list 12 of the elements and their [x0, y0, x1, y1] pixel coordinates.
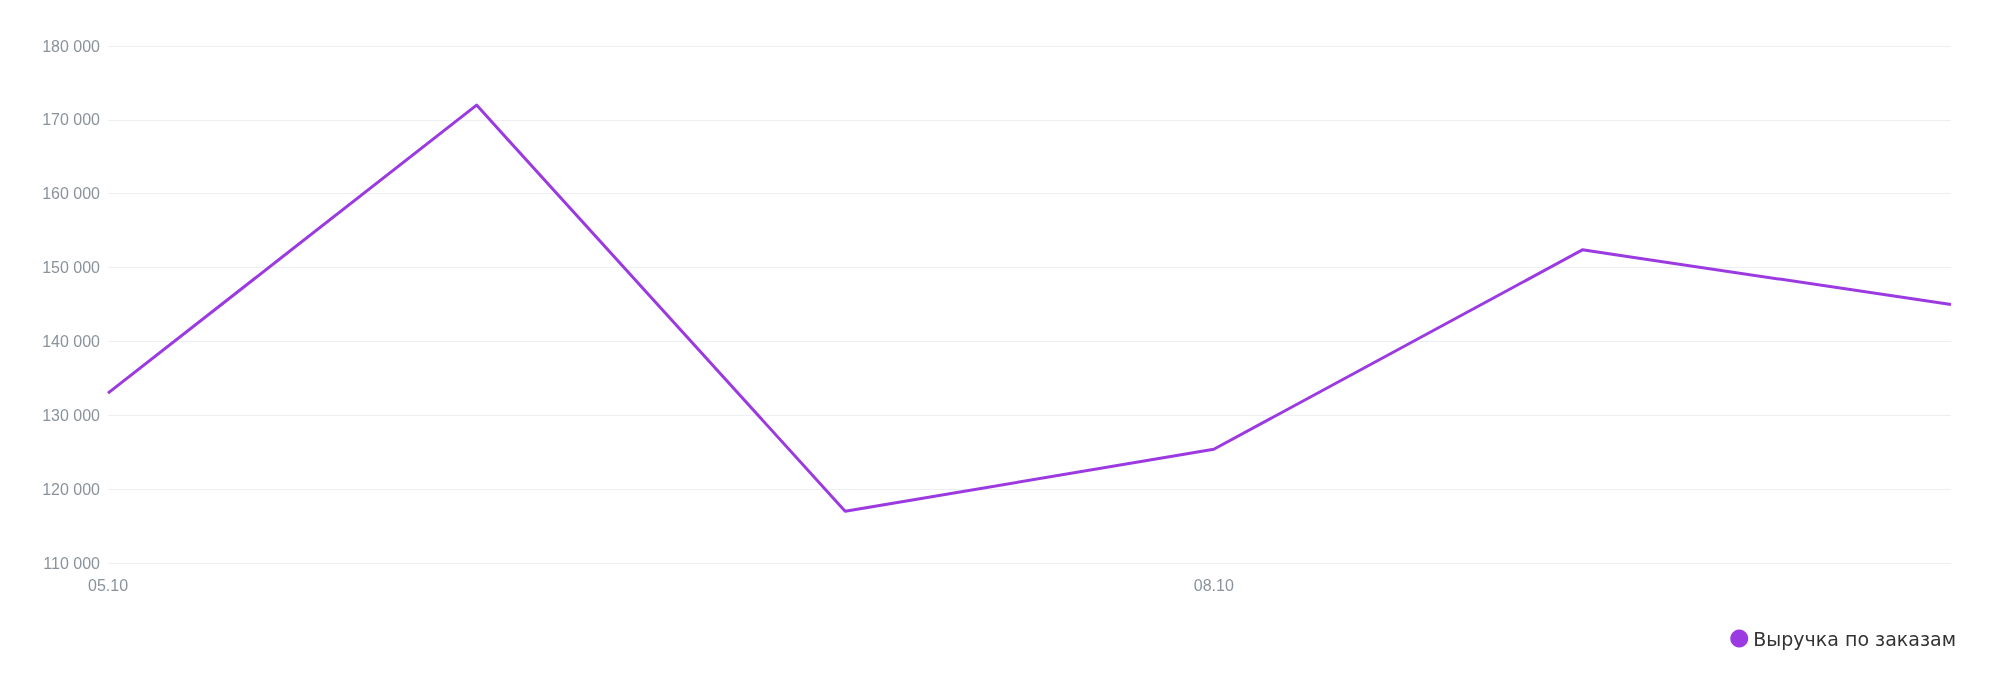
y-tick-label: 180 000: [42, 37, 101, 55]
y-tick-label: 170 000: [42, 111, 101, 129]
legend-label: Выручка по заказам: [1753, 627, 1957, 650]
y-tick-label: 160 000: [42, 185, 101, 203]
x-tick-label: 05.10: [87, 576, 129, 594]
y-tick-label: 130 000: [42, 406, 101, 424]
y-tick-label: 150 000: [42, 259, 101, 277]
y-tick-label: 110 000: [43, 554, 101, 572]
x-tick-label: 08.10: [1193, 576, 1234, 594]
y-tick-label: 140 000: [42, 332, 101, 350]
line-series: [106, 103, 1953, 513]
y-tick-label: 120 000: [42, 480, 101, 498]
